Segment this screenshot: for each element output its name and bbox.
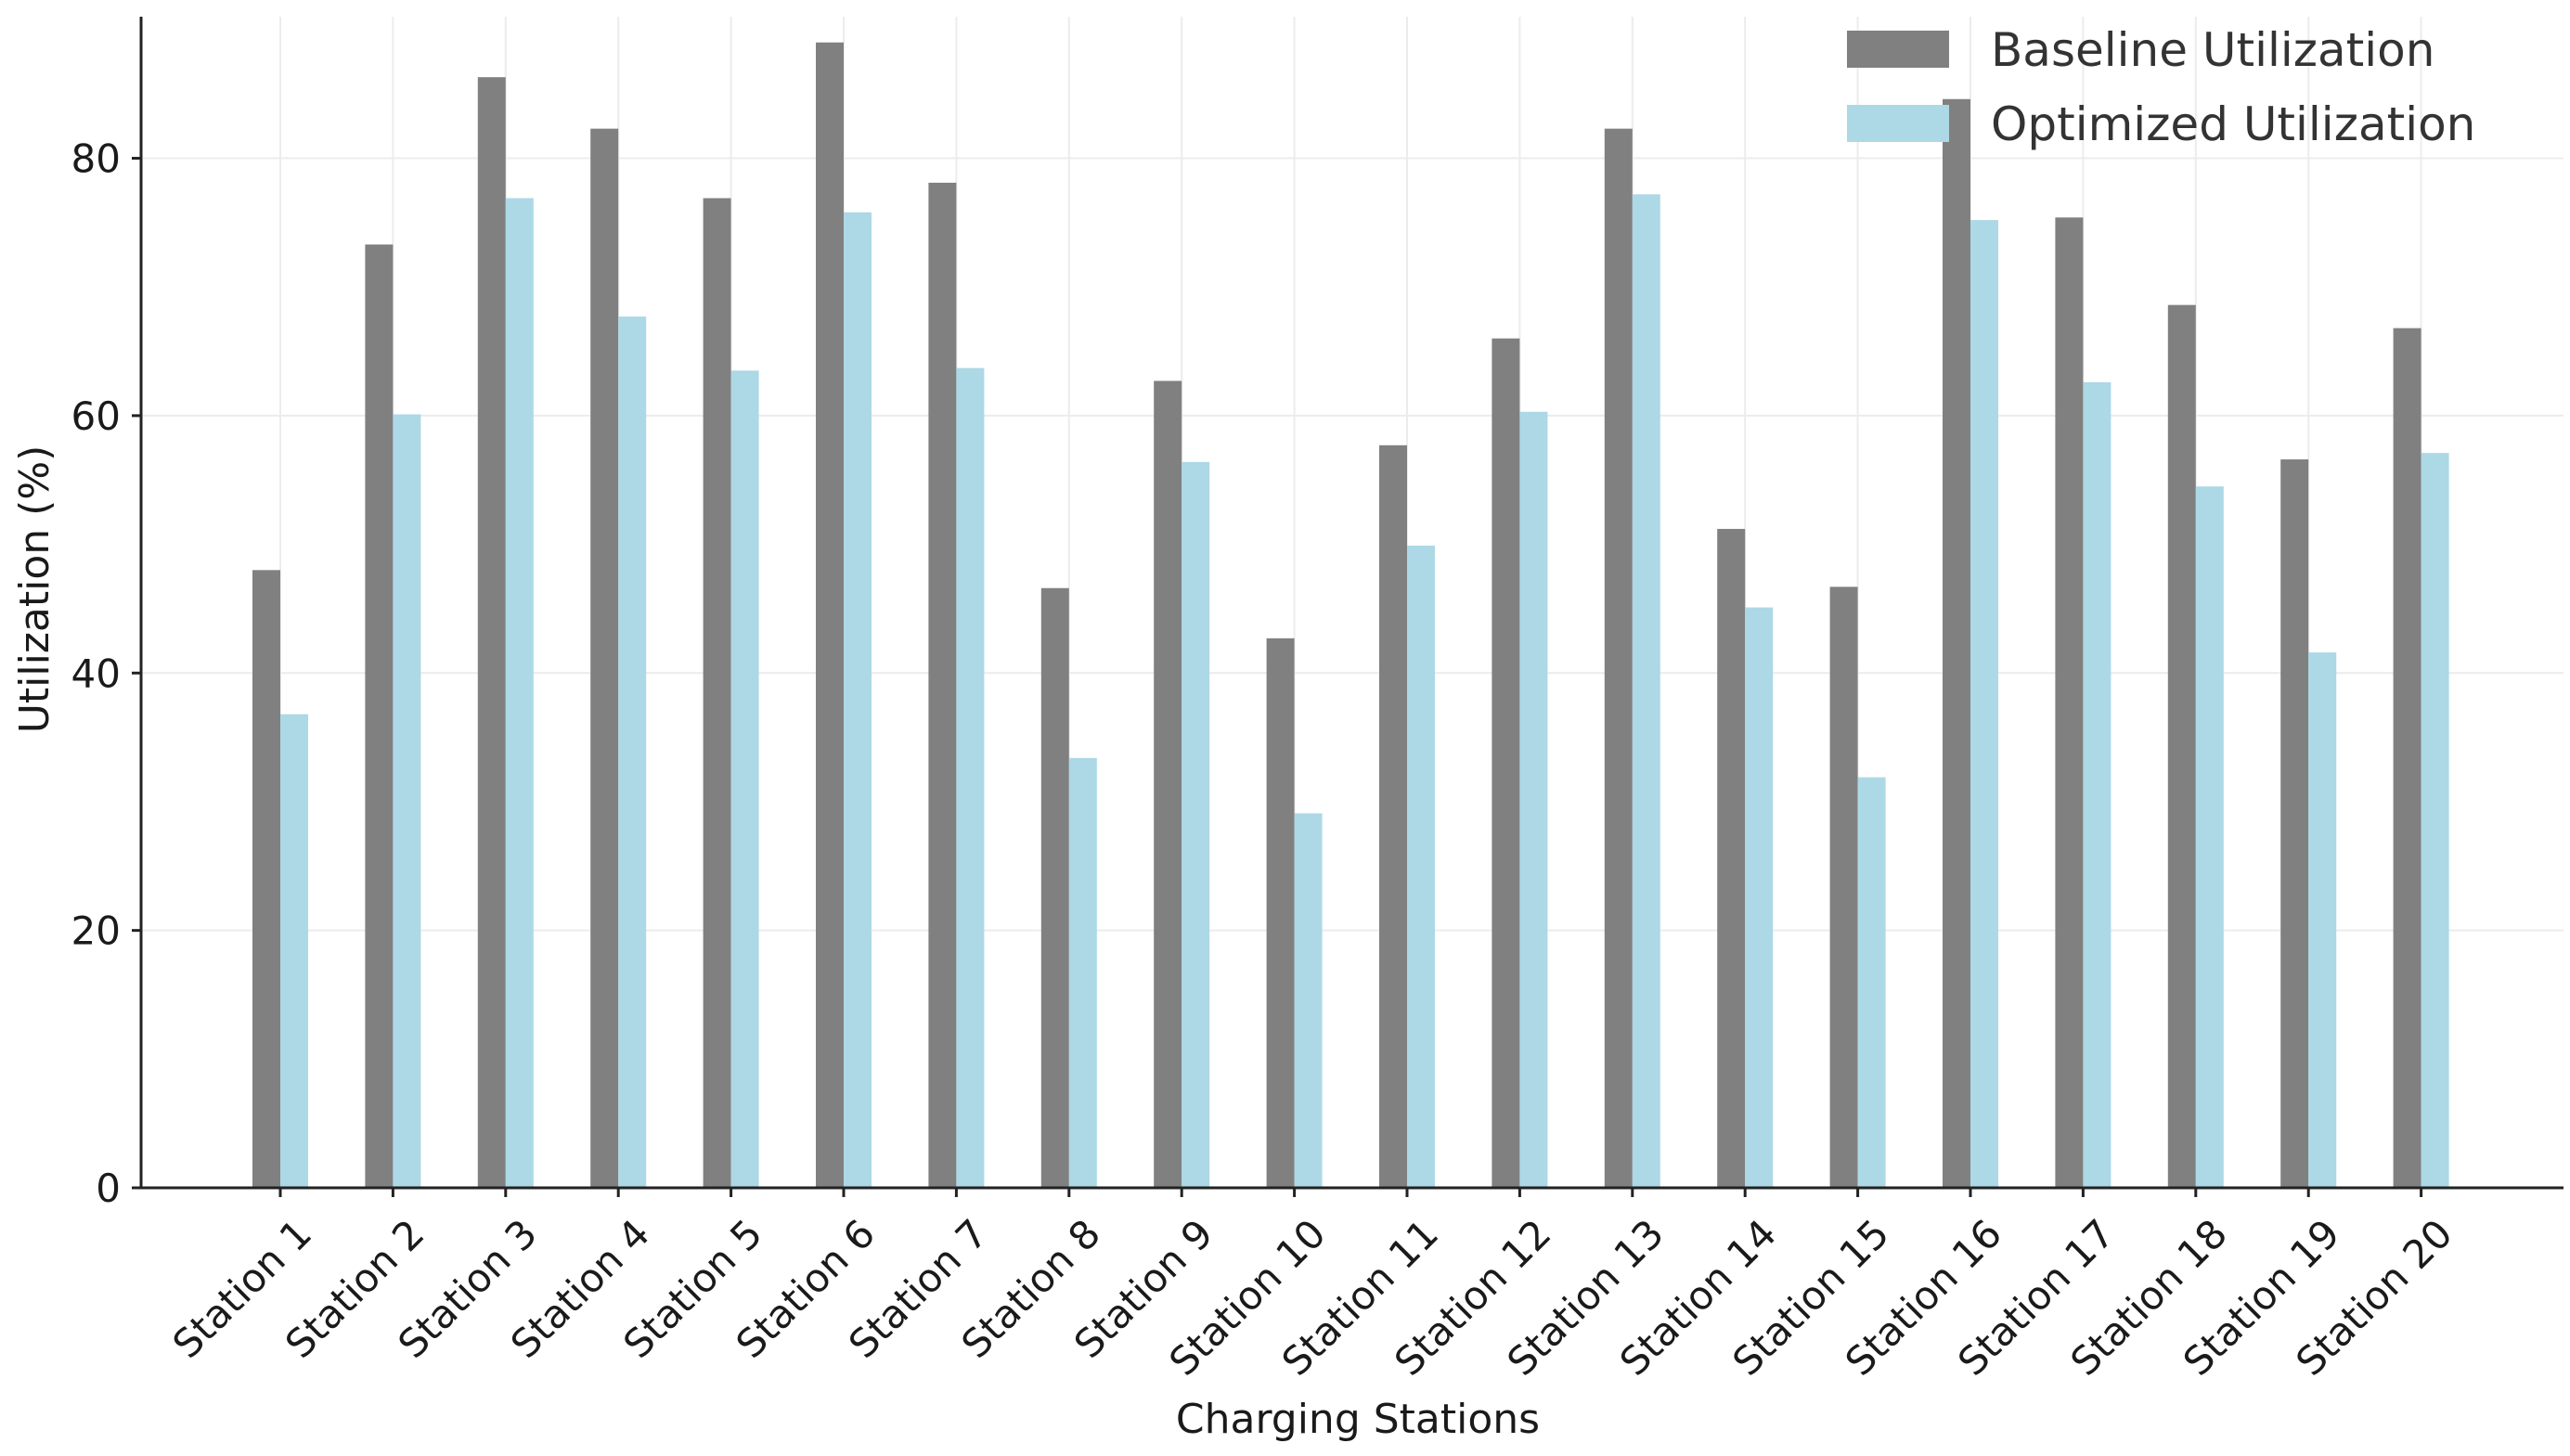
optimized-bar	[1970, 220, 1998, 1189]
baseline-bar	[590, 128, 619, 1189]
axes	[132, 17, 2564, 1197]
optimized-bar	[2308, 652, 2337, 1188]
optimized-bar	[618, 316, 647, 1189]
baseline-bar	[1829, 586, 1858, 1188]
baseline-bar	[252, 570, 280, 1188]
baseline-bar	[365, 244, 394, 1188]
x-axis-title: Charging Stations	[1176, 1396, 1540, 1443]
baseline-bar	[816, 42, 844, 1189]
optimized-bar	[956, 367, 985, 1189]
optimized-bar	[1294, 813, 1323, 1188]
optimized-bar	[730, 370, 759, 1188]
optimized-bar	[280, 714, 308, 1188]
baseline-bar	[1604, 128, 1633, 1189]
baseline-bar	[1154, 380, 1182, 1188]
y-tick-label: 0	[96, 1166, 121, 1211]
bars	[252, 42, 2449, 1189]
baseline-bar	[2393, 328, 2421, 1189]
baseline-bar	[2055, 217, 2084, 1188]
optimized-bar	[2083, 381, 2112, 1188]
baseline-bar	[477, 77, 506, 1189]
baseline-bar	[2167, 304, 2196, 1189]
optimized-bar	[1519, 411, 1548, 1188]
baseline-bar	[1717, 528, 1746, 1188]
baseline-bar	[1943, 98, 1970, 1188]
legend-swatch-optimized	[1847, 105, 1949, 142]
optimized-bar	[844, 212, 872, 1188]
optimized-bar	[1182, 461, 1210, 1188]
optimized-bar	[1632, 194, 1660, 1188]
legend-label-optimized: Optimized Utilization	[1991, 97, 2475, 151]
baseline-bar	[2280, 459, 2309, 1189]
optimized-bar	[1407, 545, 1435, 1188]
y-tick-label: 40	[71, 651, 121, 696]
baseline-bar	[1492, 338, 1520, 1188]
baseline-bar	[1266, 638, 1295, 1188]
optimized-bar	[1068, 757, 1097, 1188]
legend: Baseline Utilization Optimized Utilizatio…	[1847, 23, 2475, 151]
y-tick-label: 20	[71, 908, 121, 954]
baseline-bar	[1040, 587, 1069, 1188]
baseline-bar	[703, 198, 731, 1189]
y-axis-title: Utilization (%)	[11, 445, 58, 734]
baseline-bar	[928, 182, 957, 1188]
y-tick-label: 80	[71, 136, 121, 182]
legend-label-baseline: Baseline Utilization	[1991, 23, 2434, 77]
optimized-bar	[2421, 453, 2449, 1189]
baseline-bar	[1379, 445, 1407, 1188]
optimized-bar	[1745, 607, 1774, 1188]
y-tick-label: 60	[71, 393, 121, 439]
optimized-bar	[2195, 486, 2224, 1188]
optimized-bar	[393, 414, 421, 1188]
optimized-bar	[1857, 777, 1886, 1188]
legend-swatch-baseline	[1847, 31, 1949, 68]
optimized-bar	[505, 198, 534, 1189]
